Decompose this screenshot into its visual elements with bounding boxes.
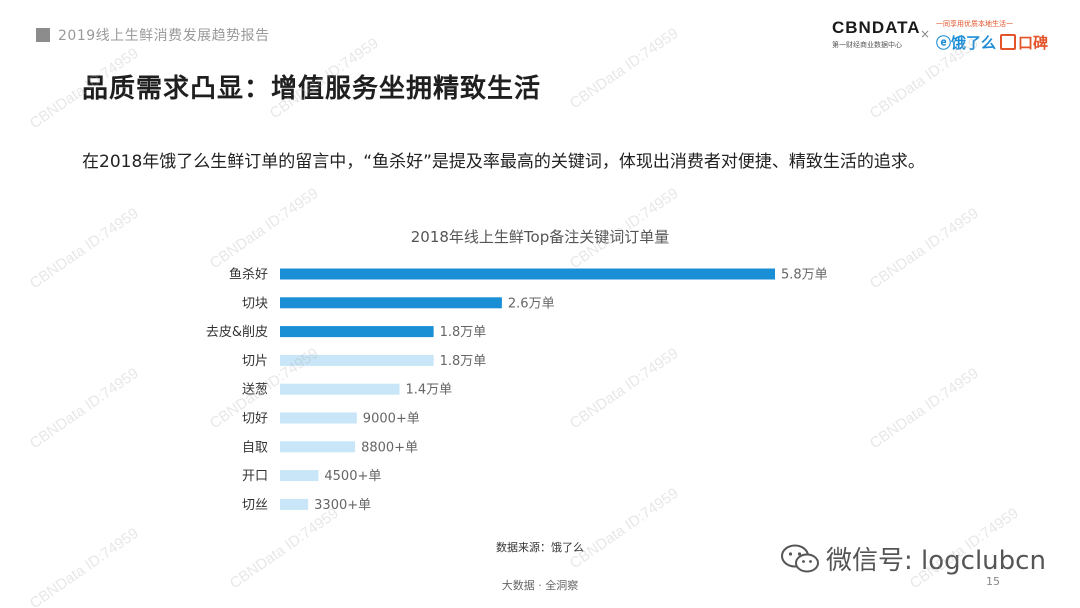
- bar: [280, 297, 502, 309]
- bar: [280, 268, 775, 280]
- category-label: 切好: [242, 412, 268, 427]
- report-title: 2019线上生鲜消费发展趋势报告: [58, 28, 270, 44]
- wechat-id: 微信号: logclubcn: [826, 546, 1046, 576]
- times-icon: ×: [920, 27, 931, 41]
- cbndata-subtitle: 第一财经商业数据中心: [832, 41, 902, 49]
- page-number: 15: [986, 575, 1000, 588]
- value-label: 1.8万单: [440, 354, 487, 369]
- bar: [280, 441, 356, 453]
- category-label: 自取: [242, 440, 268, 455]
- subtitle: 在2018年饿了么生鲜订单的留言中，“鱼杀好”是提及率最高的关键词，体现出消费者…: [82, 152, 925, 172]
- category-label: 切丝: [242, 498, 268, 513]
- header-square-icon: [36, 28, 50, 42]
- bar: [280, 412, 357, 424]
- eleme-logo-text: 饿了么: [951, 34, 997, 52]
- watermark: CBNData ID:74959: [566, 24, 682, 113]
- category-label: 切片: [242, 354, 268, 369]
- page-title: 品质需求凸显：增值服务坐拥精致生活: [82, 74, 542, 104]
- value-label: 5.8万单: [781, 268, 828, 283]
- category-label: 送葱: [242, 383, 268, 398]
- category-label: 鱼杀好: [229, 267, 268, 283]
- data-source: 数据来源：饿了么: [496, 541, 584, 554]
- bar: [280, 498, 309, 510]
- koubei-box-icon: [1000, 34, 1016, 50]
- koubei-logo: 口碑: [1000, 32, 1048, 53]
- value-label: 1.4万单: [405, 383, 452, 398]
- footer-text: 大数据 · 全洞察: [501, 579, 579, 592]
- ele-slogan: 一同享用优质本地生活一: [936, 20, 1013, 28]
- bar: [280, 354, 434, 366]
- wechat-icon: [781, 544, 819, 572]
- value-label: 3300+单: [314, 498, 371, 513]
- bar: [280, 383, 400, 395]
- partner-logos: CBNDATA 第一财经商业数据中心 × 一同享用优质本地生活一 ⓔ饿了么 口碑: [832, 18, 1052, 58]
- value-label: 2.6万单: [508, 296, 555, 311]
- category-label: 开口: [242, 469, 268, 484]
- value-label: 8800+单: [361, 440, 418, 455]
- category-label: 切块: [242, 296, 268, 311]
- eleme-logo: ⓔ饿了么: [936, 34, 997, 52]
- value-label: 1.8万单: [440, 325, 487, 340]
- wechat-badge: 微信号: logclubcn: [780, 540, 1046, 577]
- category-label: 去皮&削皮: [206, 325, 268, 340]
- watermark: CBNData ID:74959: [26, 524, 142, 608]
- value-label: 9000+单: [363, 412, 420, 427]
- koubei-logo-text: 口碑: [1018, 34, 1049, 52]
- cbndata-logo: CBNDATA: [832, 18, 921, 37]
- bar: [280, 470, 319, 482]
- value-label: 4500+单: [324, 469, 381, 484]
- chart-title: 2018年线上生鲜Top备注关键词订单量: [410, 228, 670, 246]
- report-header: 2019线上生鲜消费发展趋势报告: [36, 25, 270, 45]
- bar: [280, 326, 434, 338]
